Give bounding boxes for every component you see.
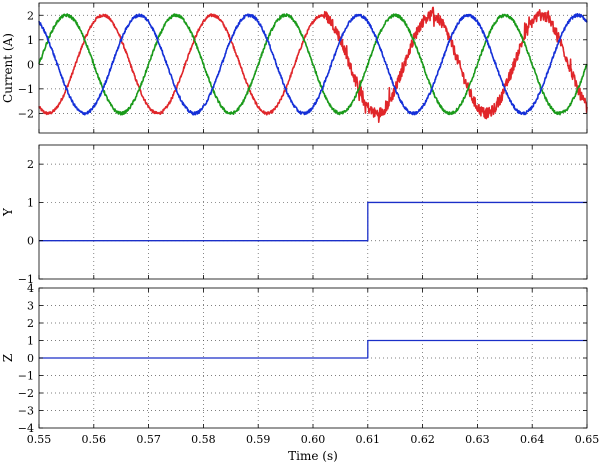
panel-3-ytick-label: 4 <box>27 282 34 295</box>
panel-1-ytick-label: 0 <box>27 58 34 71</box>
x-tick-label: 0.63 <box>465 433 490 446</box>
panel-3-ytick-label: 3 <box>27 300 34 313</box>
panel-3-series-line-1 <box>39 339 587 359</box>
panel-1-series-line-1 <box>38 6 588 123</box>
panel-1-ytick-label: −2 <box>18 107 34 120</box>
x-tick-label: 0.55 <box>27 433 52 446</box>
panel-2-ytick-label: −1 <box>18 273 34 286</box>
panel-1-series-line-2 <box>38 13 588 116</box>
x-tick-label: 0.59 <box>246 433 271 446</box>
x-tick-label: 0.65 <box>575 433 600 446</box>
panel-3-ytick-label: −4 <box>18 422 34 435</box>
panel-2-ytick-label: 0 <box>27 235 34 248</box>
x-axis-label: Time (s) <box>288 449 338 463</box>
panel-2-ytick-label: 2 <box>27 158 34 171</box>
x-tick-label: 0.64 <box>520 433 545 446</box>
x-tick-label: 0.60 <box>301 433 326 446</box>
panel-1-ytick-label: 2 <box>27 9 34 22</box>
panel-2-ylabel: Y <box>1 207 15 217</box>
panel-3-ytick-label: −3 <box>18 405 34 418</box>
panel-2-plot-area <box>39 145 587 279</box>
panel-3-ytick-label: −2 <box>18 387 34 400</box>
panel-1-ytick-label: 1 <box>27 34 34 47</box>
panel-1-ytick-label: −1 <box>18 83 34 96</box>
x-tick-label: 0.58 <box>191 433 216 446</box>
panel-3-ytick-label: 1 <box>27 335 34 348</box>
x-tick-label: 0.57 <box>136 433 161 446</box>
x-tick-label: 0.62 <box>410 433 435 446</box>
panel-1-ylabel: Current (A) <box>1 33 15 103</box>
panel-2-series-line-1 <box>39 201 587 242</box>
x-tick-label: 0.56 <box>82 433 107 446</box>
panel-3-ytick-label: −1 <box>18 370 34 383</box>
panel-3-ylabel: Z <box>1 354 15 362</box>
panel-2-ytick-label: 1 <box>27 196 34 209</box>
x-tick-label: 0.61 <box>356 433 381 446</box>
panel-3-ytick-label: 0 <box>27 352 34 365</box>
panel-1-series-line-3 <box>38 13 588 116</box>
panel-3-ytick-label: 2 <box>27 317 34 330</box>
